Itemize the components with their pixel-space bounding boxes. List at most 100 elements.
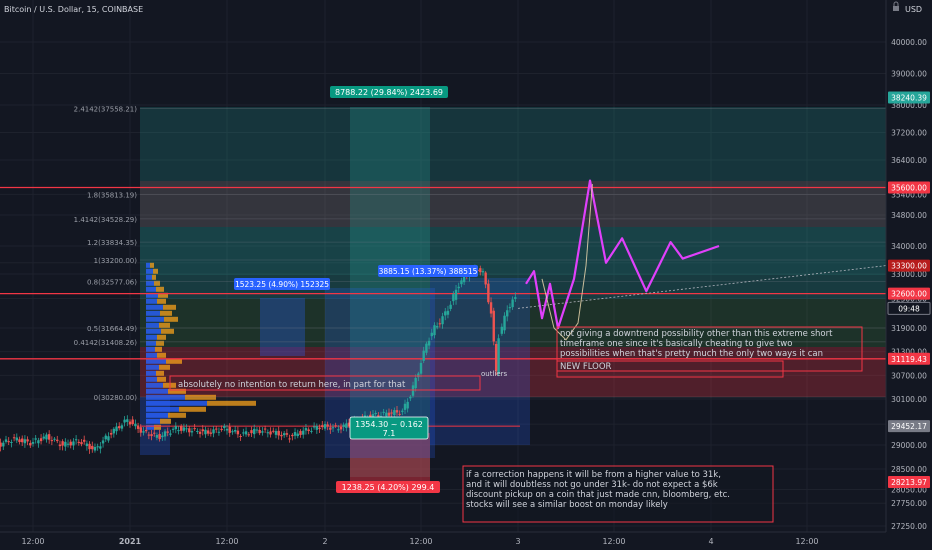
- candle-body: [508, 307, 512, 309]
- candle-body: [239, 436, 242, 438]
- candle-body: [0, 442, 2, 447]
- price-tick-label: 34000.00: [891, 242, 927, 251]
- candle-body: [444, 311, 447, 316]
- candle-body: [171, 428, 175, 430]
- note2-box[interactable]: [556, 360, 784, 378]
- candle-body: [131, 419, 134, 425]
- candle-body: [128, 421, 132, 425]
- fib-label: 0.5(31664.49): [87, 325, 137, 333]
- volume-bar-down: [150, 262, 154, 268]
- candle-body: [258, 429, 261, 434]
- price-label-bg: [888, 181, 930, 194]
- candle-body: [452, 294, 455, 302]
- candle-body: [123, 419, 126, 423]
- price-tick-label: 40000.00: [891, 38, 927, 47]
- volume-bar-up: [146, 358, 166, 364]
- time-axis[interactable]: [0, 532, 886, 550]
- time-tick-label: 12:00: [21, 537, 44, 546]
- candle-body: [492, 310, 495, 342]
- candle-body: [179, 426, 183, 431]
- fib-zone-upper: [140, 227, 886, 275]
- resistance-zone: [140, 181, 886, 227]
- candle-body: [479, 268, 482, 273]
- candle-body: [406, 401, 409, 409]
- volume-bar-down: [153, 268, 158, 274]
- candle-body: [190, 431, 194, 433]
- note5-text: if a correction happens it will be from …: [466, 470, 733, 510]
- zones: [140, 107, 886, 481]
- note3-box[interactable]: [169, 375, 481, 391]
- candle-body: [169, 433, 172, 435]
- fib-label: 1.4142(34528.29): [74, 216, 138, 224]
- volume-bar-up: [146, 364, 159, 370]
- candle-body: [69, 441, 72, 446]
- candle-body: [419, 362, 423, 374]
- volume-bar-up: [146, 418, 160, 424]
- candle-body: [302, 430, 305, 435]
- volume-bar-up: [146, 352, 157, 358]
- volume-bar-down: [160, 310, 172, 316]
- candle-body: [374, 413, 377, 415]
- candle-body: [288, 438, 291, 440]
- price-tick-label: 27750.00: [891, 499, 927, 508]
- note5-box[interactable]: [462, 465, 774, 523]
- measure-label-2: 1523.25 (4.90%) 152325: [235, 280, 329, 289]
- candle-body: [272, 430, 275, 432]
- candle-body: [299, 431, 302, 435]
- candle-body: [253, 428, 256, 435]
- candle-body: [236, 430, 240, 435]
- candle-body: [261, 431, 264, 433]
- candle-body: [312, 426, 316, 428]
- candle-body: [215, 428, 218, 430]
- candle-body: [64, 441, 67, 447]
- candle-body: [337, 429, 340, 431]
- candle-body: [425, 343, 428, 353]
- volume-bar-down: [156, 370, 164, 376]
- candle-body: [91, 445, 94, 450]
- volume-bar-up: [146, 298, 157, 304]
- candle-body: [185, 428, 188, 430]
- candle-body: [93, 446, 97, 451]
- measure-label-1-bg: [330, 86, 448, 98]
- volume-bar-down: [155, 346, 162, 352]
- candle-body: [209, 432, 213, 434]
- price-label-bg: [887, 301, 931, 315]
- candle-body: [371, 414, 375, 419]
- candle-body: [395, 410, 399, 413]
- lock-icon[interactable]: [893, 1, 899, 11]
- price-label: 38240.39: [891, 93, 927, 102]
- candle-body: [23, 439, 27, 444]
- volume-bar-up: [146, 406, 179, 412]
- candle-body: [342, 424, 345, 427]
- candle-body: [29, 443, 32, 446]
- volume-bar-down: [164, 316, 178, 322]
- candle-body: [318, 427, 321, 430]
- candle-body: [228, 426, 231, 433]
- candle-body: [274, 431, 278, 435]
- price-tick-label: 31900.00: [891, 324, 927, 333]
- volume-bar-up: [146, 382, 163, 388]
- candle-body: [47, 434, 51, 440]
- projection-path: [525, 179, 720, 330]
- time-tick-label: 12:00: [602, 537, 625, 546]
- candle-body: [481, 271, 485, 273]
- candle-body: [34, 438, 37, 440]
- candle-body: [398, 413, 401, 415]
- time-tick-label: 2: [322, 537, 327, 546]
- candle-body: [26, 439, 29, 442]
- candle-body: [438, 323, 442, 325]
- candle-body: [42, 436, 45, 439]
- candle-body: [58, 444, 62, 447]
- candle-body: [345, 423, 348, 429]
- volume-bar-down: [154, 424, 161, 430]
- measure-label-4a: 1354.30 ~ 0.162: [355, 420, 423, 429]
- candle-body: [66, 443, 70, 445]
- candle-body: [158, 433, 161, 440]
- price-tick-label: 31300.00: [891, 348, 927, 357]
- candle-body: [217, 431, 221, 433]
- candle-body: [449, 304, 452, 309]
- candle-body: [285, 433, 289, 435]
- note1-box[interactable]: [556, 326, 863, 372]
- candle-body: [409, 396, 412, 399]
